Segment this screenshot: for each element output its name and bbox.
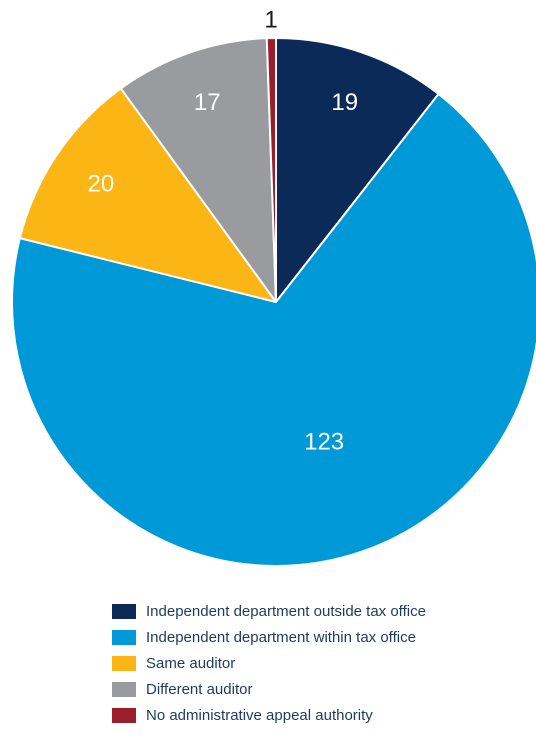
legend-label: Independent department outside tax offic… bbox=[146, 602, 426, 620]
slice-value-label-2: 20 bbox=[88, 170, 115, 197]
pie-slices bbox=[11, 37, 536, 567]
legend-label: No administrative appeal authority bbox=[146, 706, 373, 724]
legend-swatch bbox=[112, 681, 136, 697]
legend: Independent department outside tax offic… bbox=[112, 598, 426, 728]
slice-value-label-1: 123 bbox=[304, 428, 344, 455]
slice-value-label-4: 1 bbox=[264, 7, 277, 34]
legend-label: Independent department within tax office bbox=[146, 628, 416, 646]
legend-item: Same auditor bbox=[112, 650, 426, 676]
pie-chart: 19 123 20 17 1 bbox=[11, 7, 536, 567]
legend-swatch bbox=[112, 603, 136, 619]
pie-slice-1 bbox=[11, 92, 536, 567]
legend-item: Different auditor bbox=[112, 676, 426, 702]
pie-slice-4 bbox=[265, 37, 277, 303]
legend-item: Independent department within tax office bbox=[112, 624, 426, 650]
slice-labels: 19 123 20 17 1 bbox=[88, 7, 359, 456]
legend-label: Same auditor bbox=[146, 654, 236, 672]
slice-value-label-3: 17 bbox=[194, 89, 221, 116]
legend-swatch bbox=[112, 655, 136, 671]
pie-slice-0 bbox=[275, 37, 440, 303]
legend-label: Different auditor bbox=[146, 680, 253, 698]
legend-swatch bbox=[112, 629, 136, 645]
pie-slice-2 bbox=[18, 87, 277, 303]
legend-swatch bbox=[112, 707, 136, 723]
pie-slice-3 bbox=[119, 37, 277, 303]
legend-item: No administrative appeal authority bbox=[112, 702, 426, 728]
legend-item: Independent department outside tax offic… bbox=[112, 598, 426, 624]
slice-value-label-0: 19 bbox=[331, 89, 358, 116]
